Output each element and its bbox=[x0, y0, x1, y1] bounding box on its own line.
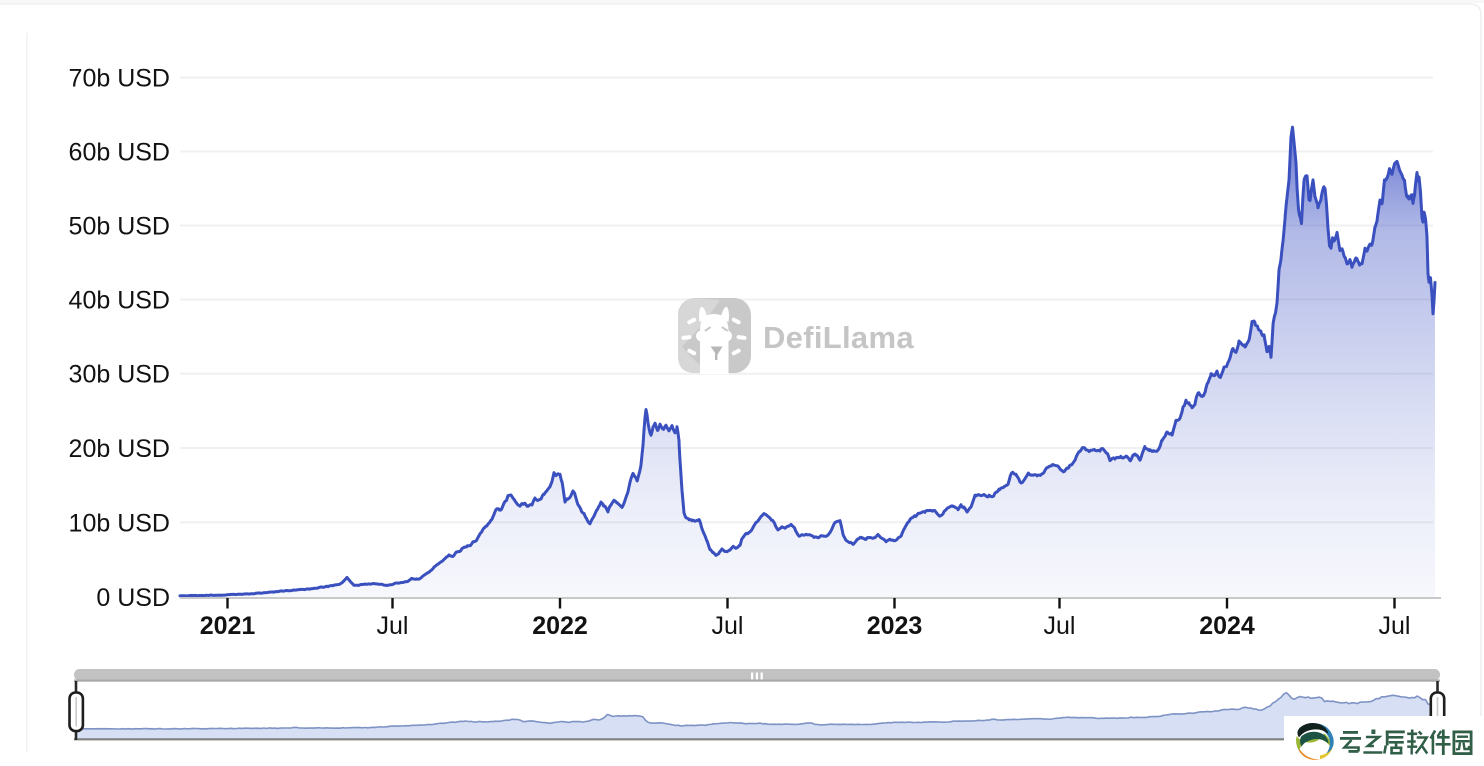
svg-text:Jul: Jul bbox=[1379, 612, 1411, 640]
svg-text:Jul: Jul bbox=[712, 612, 744, 640]
svg-text:DefiLlama: DefiLlama bbox=[763, 320, 914, 355]
svg-text:2024: 2024 bbox=[1199, 612, 1255, 640]
svg-text:2023: 2023 bbox=[867, 612, 923, 640]
svg-text:70b USD: 70b USD bbox=[69, 65, 170, 93]
svg-text:30b USD: 30b USD bbox=[69, 361, 170, 389]
svg-text:60b USD: 60b USD bbox=[69, 139, 170, 167]
svg-text:Jul: Jul bbox=[377, 612, 409, 640]
svg-text:0 USD: 0 USD bbox=[96, 584, 170, 612]
svg-text:10b USD: 10b USD bbox=[69, 509, 170, 537]
svg-text:40b USD: 40b USD bbox=[69, 287, 170, 315]
svg-text:20b USD: 20b USD bbox=[69, 435, 170, 463]
svg-text:50b USD: 50b USD bbox=[69, 213, 170, 241]
svg-text:2021: 2021 bbox=[200, 612, 256, 640]
svg-text:2022: 2022 bbox=[532, 612, 588, 640]
svg-text:Jul: Jul bbox=[1044, 612, 1076, 640]
